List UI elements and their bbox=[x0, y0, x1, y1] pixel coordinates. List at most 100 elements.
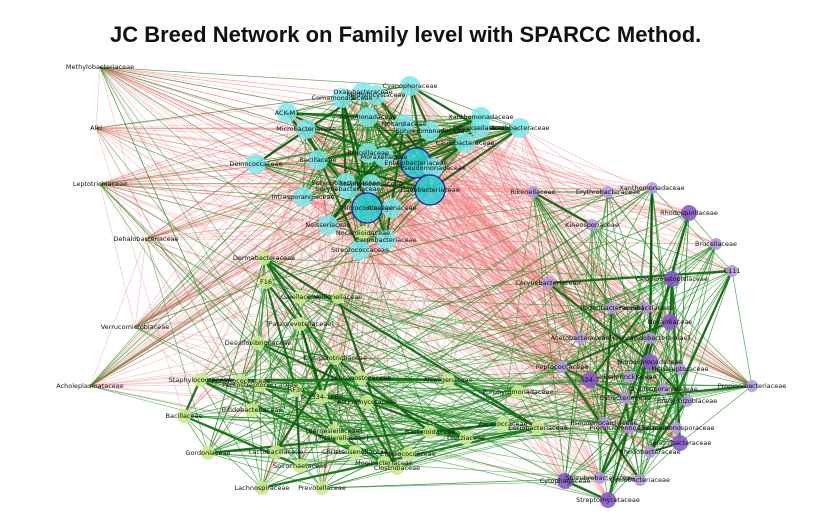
node-green bbox=[377, 456, 391, 470]
negative-edge bbox=[99, 66, 147, 240]
node-green bbox=[289, 383, 303, 397]
node-green bbox=[255, 481, 269, 495]
node-green bbox=[401, 447, 415, 461]
negative-edge bbox=[89, 379, 201, 387]
node-label: Methylocystaceae bbox=[347, 91, 406, 99]
positive-edge bbox=[145, 238, 209, 454]
node-green bbox=[390, 461, 404, 475]
positive-edge bbox=[537, 270, 733, 429]
positive-edge bbox=[99, 183, 267, 283]
node-purple bbox=[640, 302, 652, 314]
node-label: Bacillaceae bbox=[166, 412, 203, 420]
node-label: Porphyromonadaceae bbox=[482, 388, 553, 396]
positive-edge bbox=[207, 452, 301, 467]
negative-edge bbox=[255, 163, 534, 193]
negative-edge bbox=[480, 116, 631, 378]
node-purple bbox=[556, 361, 568, 373]
negative-edge bbox=[134, 224, 329, 328]
positive-edge bbox=[591, 224, 651, 339]
node-cyan bbox=[376, 230, 396, 250]
node-label: Carnobacteriaceae bbox=[355, 236, 416, 244]
positive-edge bbox=[299, 296, 581, 339]
positive-edge bbox=[366, 400, 467, 440]
positive-edge bbox=[333, 388, 664, 432]
negative-edge bbox=[99, 66, 297, 391]
node-green bbox=[531, 421, 545, 435]
positive-edge bbox=[517, 337, 581, 393]
negative-edge bbox=[99, 183, 368, 209]
positive-edge bbox=[299, 337, 651, 467]
positive-edge bbox=[447, 379, 753, 387]
positive-edge bbox=[649, 278, 673, 339]
positive-edge bbox=[295, 389, 398, 469]
positive-edge bbox=[183, 415, 431, 433]
negative-edge bbox=[359, 249, 605, 424]
positive-edge bbox=[385, 127, 521, 241]
positive-edge bbox=[255, 130, 431, 165]
negative-edge bbox=[95, 127, 307, 130]
node-label: Pseudonocardiaceae bbox=[570, 419, 637, 427]
positive-edge bbox=[321, 396, 356, 453]
negative-edge bbox=[145, 238, 591, 381]
node-label: Promicromonosporaceae bbox=[590, 424, 671, 432]
node-cyan bbox=[318, 215, 338, 235]
negative-edge bbox=[327, 224, 641, 481]
positive-edge bbox=[679, 385, 753, 444]
node-label: Caulobacteraceae bbox=[436, 139, 495, 147]
positive-edge bbox=[183, 415, 467, 439]
positive-edge bbox=[99, 66, 411, 87]
positive-edge bbox=[261, 400, 688, 489]
positive-edge bbox=[89, 385, 409, 455]
node-cyan bbox=[332, 88, 352, 108]
negative-edge bbox=[99, 97, 343, 185]
node-label: Xanthomonadaceae bbox=[619, 184, 684, 192]
positive-edge bbox=[263, 257, 277, 453]
positive-edge bbox=[207, 452, 323, 489]
node-label: Kineosporiaceae bbox=[565, 221, 619, 229]
node-green bbox=[201, 446, 215, 460]
node-purple bbox=[527, 186, 539, 198]
negative-edge bbox=[464, 142, 753, 387]
negative-edge bbox=[145, 163, 257, 240]
negative-edge bbox=[134, 326, 688, 402]
node-label: Dietziaceae bbox=[447, 434, 485, 442]
positive-edge bbox=[651, 187, 677, 429]
positive-edge bbox=[354, 366, 563, 453]
negative-edge bbox=[99, 66, 368, 209]
node-label: Staphylococcaceae bbox=[169, 376, 232, 384]
node-label: Alkl bbox=[90, 124, 102, 132]
node-purple bbox=[662, 314, 678, 330]
negative-edge bbox=[89, 238, 147, 387]
node-purple bbox=[642, 354, 658, 370]
node-green bbox=[441, 373, 455, 387]
node-cyan bbox=[353, 82, 373, 102]
node-label: Alcaligenaceae bbox=[423, 376, 472, 384]
positive-edge bbox=[639, 427, 677, 481]
positive-edge bbox=[207, 342, 259, 454]
node-cyan bbox=[394, 114, 414, 134]
negative-edge bbox=[359, 249, 631, 378]
node-label: Eubacteriaceae bbox=[600, 394, 650, 402]
node-label: [Odoribacteraceae] bbox=[580, 304, 643, 312]
negative-edge bbox=[385, 239, 651, 453]
node-label: Clostridiaceae bbox=[374, 464, 420, 472]
positive-edge bbox=[334, 307, 613, 359]
positive-edge bbox=[99, 183, 304, 198]
node-label: Actinomycetaceae bbox=[337, 398, 397, 406]
positive-edge bbox=[207, 401, 368, 454]
positive-edge bbox=[99, 66, 369, 118]
node-cyan bbox=[308, 150, 328, 170]
node-label: Corynebacteriaceae bbox=[315, 185, 380, 193]
node-purple bbox=[710, 238, 722, 250]
node-purple bbox=[646, 182, 658, 194]
positive-edge bbox=[89, 385, 385, 464]
node-cyan bbox=[277, 103, 297, 123]
node-label: Sphingomonadaceae bbox=[396, 127, 464, 135]
node-green bbox=[257, 251, 271, 265]
positive-edge bbox=[275, 451, 409, 455]
positive-edge bbox=[579, 337, 688, 402]
positive-edge bbox=[686, 270, 733, 402]
negative-edge bbox=[519, 127, 733, 272]
positive-edge bbox=[99, 66, 253, 411]
node-label: Bacteroidaceae bbox=[405, 428, 456, 436]
